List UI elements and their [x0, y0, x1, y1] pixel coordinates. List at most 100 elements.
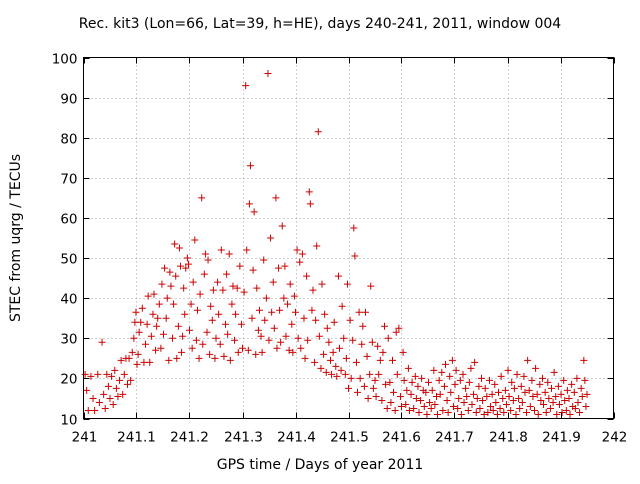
data-point	[155, 300, 163, 308]
data-point	[524, 356, 532, 364]
data-point	[563, 386, 571, 394]
data-point	[236, 262, 244, 270]
data-point	[257, 332, 265, 340]
data-point	[581, 376, 589, 384]
data-point	[317, 364, 325, 372]
data-point	[104, 382, 112, 390]
data-point	[282, 332, 290, 340]
data-point	[485, 376, 493, 384]
data-point	[533, 390, 541, 398]
data-point	[487, 402, 495, 410]
data-point	[483, 392, 491, 400]
data-point	[566, 410, 574, 418]
data-point	[430, 366, 438, 374]
data-point	[217, 246, 225, 254]
x-tick-label: 241.3	[224, 430, 263, 446]
x-tick-label: 242	[602, 430, 628, 446]
data-point	[479, 396, 487, 404]
data-point	[273, 344, 281, 352]
data-point	[428, 386, 436, 394]
data-point	[119, 390, 127, 398]
data-point	[167, 282, 175, 290]
x-tick-label: 241.2	[170, 430, 209, 446]
data-point	[391, 406, 399, 414]
y-tick-label: 70	[60, 172, 77, 188]
data-point	[436, 390, 444, 398]
data-point	[374, 342, 382, 350]
data-point	[137, 318, 145, 326]
data-point	[108, 372, 116, 380]
data-point	[340, 334, 348, 342]
data-point	[560, 376, 568, 384]
data-point	[363, 352, 371, 360]
data-point	[441, 360, 449, 368]
data-point	[207, 302, 215, 310]
data-point	[81, 370, 89, 378]
y-tick-label: 90	[60, 92, 77, 108]
data-point	[412, 394, 420, 402]
data-point	[342, 354, 350, 362]
data-point	[117, 356, 125, 364]
data-point	[532, 364, 540, 372]
data-point	[94, 370, 102, 378]
data-point	[361, 308, 369, 316]
data-point	[150, 290, 158, 298]
data-point	[443, 396, 451, 404]
data-point	[265, 336, 273, 344]
data-point	[179, 332, 187, 340]
data-point	[570, 388, 578, 396]
data-point	[84, 406, 92, 414]
x-tick-label: 241.4	[277, 430, 316, 446]
data-point	[383, 404, 391, 412]
data-point	[358, 340, 366, 348]
data-point	[303, 272, 311, 280]
data-point	[500, 408, 508, 416]
data-point	[152, 346, 160, 354]
data-point	[366, 370, 374, 378]
data-point	[456, 376, 464, 384]
data-point	[392, 328, 400, 336]
data-point	[206, 350, 214, 358]
data-point	[132, 308, 140, 316]
data-point	[375, 370, 383, 378]
data-point	[574, 398, 582, 406]
data-point	[463, 392, 471, 400]
data-point	[268, 308, 276, 316]
data-point	[492, 398, 500, 406]
data-point	[446, 372, 454, 380]
data-point	[510, 384, 518, 392]
data-point	[120, 370, 128, 378]
data-point	[525, 386, 533, 394]
data-point	[262, 294, 270, 302]
data-point	[555, 400, 563, 408]
data-point	[175, 244, 183, 252]
data-point	[258, 348, 266, 356]
data-point	[411, 372, 419, 380]
data-point	[292, 308, 299, 316]
data-point	[233, 284, 241, 292]
data-point	[523, 408, 531, 416]
data-point	[178, 348, 186, 356]
data-point	[497, 372, 505, 380]
data-point	[147, 332, 155, 340]
data-point	[249, 266, 257, 274]
data-point	[544, 378, 552, 386]
data-point	[224, 330, 232, 338]
data-point	[457, 410, 465, 418]
data-point	[160, 330, 168, 338]
data-point	[135, 328, 143, 336]
data-point	[300, 314, 308, 322]
data-point	[322, 368, 330, 376]
data-point	[212, 334, 220, 342]
data-point	[314, 128, 322, 136]
data-point	[276, 306, 284, 314]
data-point	[400, 376, 408, 384]
data-point	[100, 390, 108, 398]
data-point	[381, 322, 389, 330]
data-point	[384, 334, 392, 342]
data-point	[537, 396, 545, 404]
data-point	[565, 394, 573, 402]
data-point	[226, 356, 234, 364]
data-point	[536, 380, 544, 388]
